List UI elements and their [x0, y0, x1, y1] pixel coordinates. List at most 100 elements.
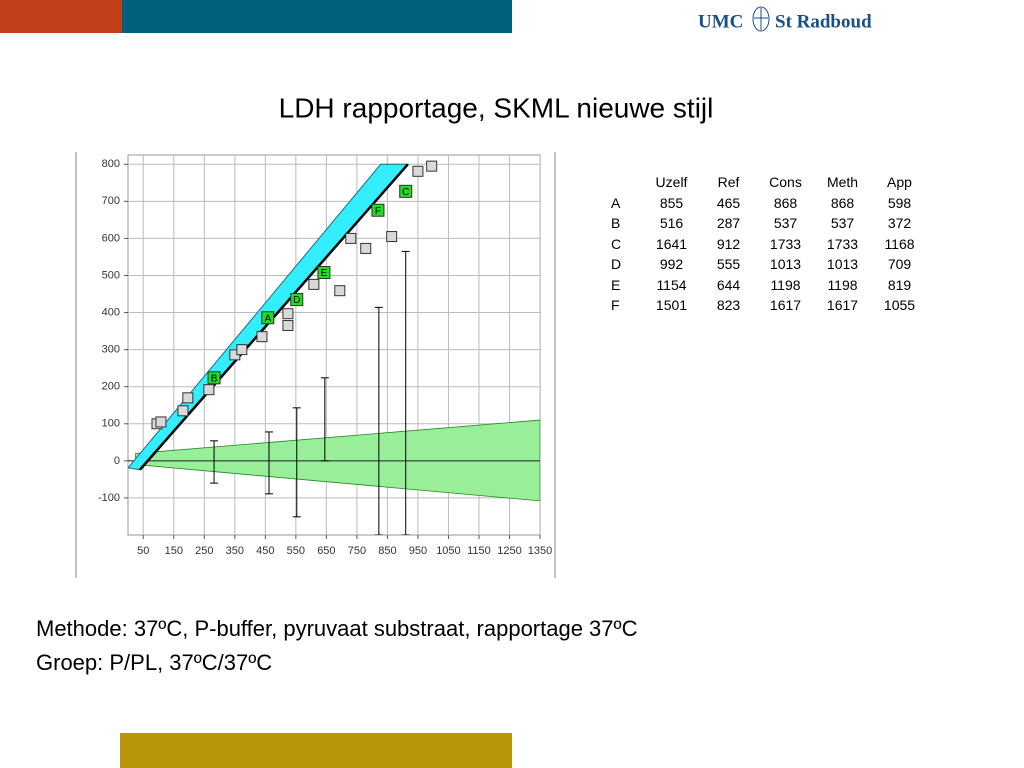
row-label: B — [611, 215, 621, 232]
labeled-point — [371, 203, 385, 217]
y-tick-label: 700 — [102, 195, 120, 207]
table-row: C 1641 912 1733 1733 1168 — [603, 234, 928, 255]
error-bar — [264, 431, 273, 495]
y-tick-label: 400 — [102, 306, 120, 318]
table-cell: 516 — [659, 215, 684, 232]
x-tick-label: 1250 — [497, 545, 521, 557]
labeled-point — [317, 266, 331, 280]
logo-text: St Radboud — [775, 11, 872, 32]
footer-line: Methode: 37ºC, P-buffer, pyruvaat substr… — [36, 616, 638, 641]
row-label: E — [611, 276, 621, 293]
x-tick-label: 750 — [348, 545, 366, 557]
plot: A B C D E F — [128, 155, 540, 535]
column-header: App — [887, 174, 912, 191]
table-cell: 855 — [659, 194, 684, 211]
table-cell: 868 — [773, 194, 798, 211]
top-bar-teal — [122, 0, 512, 33]
table-cell: 1013 — [826, 256, 859, 273]
slide-title: LDH rapportage, SKML nieuwe stijl — [279, 92, 714, 123]
labeled-point — [399, 184, 413, 198]
point-label: C — [402, 187, 409, 198]
table-cell: 598 — [887, 194, 912, 211]
table-cell: 709 — [887, 256, 912, 273]
table-row: B 516 287 537 537 372 — [603, 213, 928, 234]
table-cell: 1733 — [769, 235, 802, 252]
point-label: A — [264, 313, 271, 324]
error-bar — [320, 377, 329, 462]
error-bar — [292, 407, 301, 518]
point-label: F — [375, 206, 381, 217]
table-cell: 1617 — [826, 297, 859, 314]
x-tick-label: 250 — [195, 545, 213, 557]
table-cell: 992 — [659, 256, 684, 273]
table-cell: 465 — [716, 194, 741, 211]
labeled-point — [261, 311, 275, 325]
point-label: B — [211, 373, 218, 384]
data-point — [236, 344, 248, 356]
data-point — [412, 165, 424, 177]
y-tick-label: 500 — [102, 269, 120, 281]
x-tick-label: 150 — [165, 545, 183, 557]
data-point — [386, 231, 398, 243]
x-tick-label: 450 — [256, 545, 274, 557]
y-tick-label: 0 — [114, 455, 120, 467]
table-header-row: Uzelf Ref Cons Meth App — [603, 172, 928, 193]
point-label: E — [321, 268, 328, 279]
error-bar — [210, 440, 219, 484]
error-bar — [401, 250, 410, 535]
data-point — [345, 232, 357, 244]
y-tick-label: 600 — [102, 232, 120, 244]
table-cell: 823 — [716, 297, 741, 314]
error-bar — [374, 306, 383, 535]
table-cell: 644 — [716, 276, 741, 293]
row-label: A — [611, 194, 621, 211]
column-header: Uzelf — [655, 174, 688, 191]
table-cell: 537 — [830, 215, 855, 232]
footer-line: Groep: P/PL, 37ºC/37ºC — [36, 650, 273, 675]
data-point — [308, 278, 320, 290]
x-tick-label: 350 — [226, 545, 244, 557]
y-tick-label: 300 — [102, 344, 120, 356]
data-point — [203, 384, 215, 396]
table-cell: 1154 — [656, 276, 687, 293]
table-cell: 912 — [716, 235, 741, 252]
top-bar-orange — [0, 0, 122, 33]
row-label: C — [611, 235, 622, 252]
x-tick-label: 1050 — [436, 545, 460, 557]
data-point — [155, 416, 167, 428]
labeled-point — [207, 371, 221, 385]
table-cell: 1198 — [827, 276, 858, 293]
table-cell: 1641 — [655, 235, 688, 252]
x-tick-label: 950 — [409, 545, 427, 557]
table-cell: 537 — [773, 215, 798, 232]
table-cell: 868 — [830, 194, 855, 211]
table-cell: 1055 — [883, 297, 916, 314]
y-tick-label: 800 — [102, 158, 120, 170]
column-header: Ref — [717, 174, 740, 191]
table-cell: 555 — [716, 256, 741, 273]
data-point — [177, 405, 189, 417]
row-label: F — [611, 297, 620, 314]
data-point — [334, 285, 346, 297]
y-tick-label: -100 — [98, 492, 120, 504]
table-cell: 1198 — [770, 276, 801, 293]
x-tick-label: 1350 — [528, 545, 552, 557]
bottom-bar — [120, 733, 512, 768]
data-point — [426, 160, 438, 172]
axes: 50 150 250 350 450 550 650 750 850 950 1050 1150 125… — [98, 158, 552, 557]
x-tick-label: 50 — [137, 545, 149, 557]
x-tick-label: 850 — [378, 545, 396, 557]
column-header: Meth — [826, 174, 859, 191]
data-table: Uzelf Ref Cons Meth App A 855 465 868 868 598 B 516 2… — [603, 172, 928, 316]
data-point — [360, 242, 372, 254]
table-cell: 1733 — [826, 235, 859, 252]
y-tick-label: 200 — [102, 381, 120, 393]
logo-emblem — [752, 6, 770, 32]
table-cell: 1013 — [769, 256, 802, 273]
labeled-point — [290, 293, 304, 307]
table-row: E 1154 644 1198 1198 819 — [603, 275, 928, 296]
x-tick-label: 550 — [287, 545, 305, 557]
table-cell: 287 — [716, 215, 741, 232]
